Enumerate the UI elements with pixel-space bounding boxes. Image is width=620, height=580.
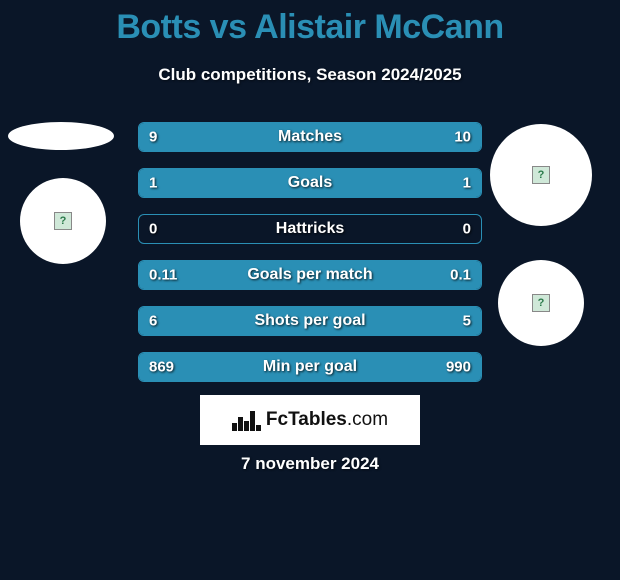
stat-value-left: 9 — [149, 129, 157, 146]
player-right-avatar-bottom — [498, 260, 584, 346]
stat-label: Goals — [288, 174, 332, 192]
stat-row: 869 990 Min per goal — [138, 352, 482, 382]
image-placeholder-icon — [532, 166, 550, 184]
stat-value-left: 869 — [149, 359, 174, 376]
player-right-avatar-top — [490, 124, 592, 226]
decoration-ellipse-top-left — [8, 122, 114, 150]
stat-label: Hattricks — [276, 220, 344, 238]
stat-value-right: 0.1 — [450, 267, 471, 284]
subtitle: Club competitions, Season 2024/2025 — [0, 65, 620, 85]
stat-label: Min per goal — [263, 358, 357, 376]
stat-label: Goals per match — [247, 266, 372, 284]
brand-text: FcTables.com — [266, 409, 388, 431]
brand-watermark: FcTables.com — [200, 395, 420, 445]
stat-bar-right — [310, 169, 481, 197]
stat-value-left: 0.11 — [149, 267, 177, 284]
brand-light: .com — [347, 409, 388, 430]
stat-value-left: 1 — [149, 175, 157, 192]
stat-label: Shots per goal — [254, 312, 365, 330]
brand-bars-icon — [232, 409, 260, 431]
stat-value-right: 5 — [463, 313, 471, 330]
stat-row: 6 5 Shots per goal — [138, 306, 482, 336]
stat-value-right: 0 — [463, 221, 471, 238]
stat-bar-left — [139, 169, 310, 197]
stat-row: 0 0 Hattricks — [138, 214, 482, 244]
page-title: Botts vs Alistair McCann — [0, 0, 620, 47]
stat-value-left: 0 — [149, 221, 157, 238]
stat-row: 0.11 0.1 Goals per match — [138, 260, 482, 290]
stat-value-right: 1 — [463, 175, 471, 192]
stat-value-left: 6 — [149, 313, 157, 330]
stat-row: 9 10 Matches — [138, 122, 482, 152]
player-left-avatar — [20, 178, 106, 264]
stat-row: 1 1 Goals — [138, 168, 482, 198]
stat-bar-left — [139, 123, 300, 151]
stats-container: 9 10 Matches 1 1 Goals 0 0 Hattricks 0.11 0.1 Goals… — [138, 122, 482, 398]
brand-bold: FcTables — [266, 409, 347, 430]
stat-label: Matches — [278, 128, 342, 146]
image-placeholder-icon — [54, 212, 72, 230]
stat-value-right: 10 — [454, 129, 471, 146]
date-text: 7 november 2024 — [0, 454, 620, 474]
stat-value-right: 990 — [446, 359, 471, 376]
image-placeholder-icon — [532, 294, 550, 312]
